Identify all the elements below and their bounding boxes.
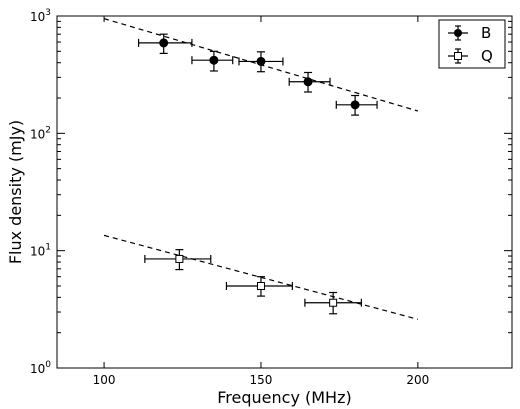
legend-marker — [454, 29, 462, 37]
legend-entry-q: Q — [448, 47, 493, 65]
point-b — [209, 55, 219, 65]
axis-ticks — [57, 15, 512, 369]
y-tick-label: 103 — [30, 8, 51, 24]
legend-label: Q — [481, 47, 493, 65]
x-tick-label: 200 — [406, 373, 429, 387]
tick-labels: 100 150 200 100 101 102 103 — [30, 8, 429, 387]
y-tick-label: 102 — [30, 125, 51, 141]
data-markers — [159, 38, 360, 307]
plot-frame — [56, 15, 513, 369]
error-bars — [137, 33, 378, 315]
y-tick-label: 100 — [30, 360, 51, 376]
point-b — [159, 38, 169, 48]
point-q — [256, 281, 265, 290]
y-tick-label: 101 — [30, 243, 51, 259]
legend-entry-b: B — [448, 24, 491, 42]
point-q — [175, 254, 184, 263]
legend-marker — [454, 52, 462, 60]
point-b — [256, 56, 266, 66]
legend-box — [438, 19, 506, 69]
x-tick-label: 150 — [250, 373, 273, 387]
legend-label: B — [481, 24, 491, 42]
y-axis-title: Flux density (mJy) — [6, 120, 25, 264]
point-q — [329, 298, 338, 307]
x-tick-label: 100 — [93, 373, 116, 387]
x-axis-title: Frequency (MHz) — [217, 388, 351, 407]
point-b — [303, 77, 313, 87]
legend: BQ — [438, 19, 506, 69]
point-b — [350, 100, 360, 110]
